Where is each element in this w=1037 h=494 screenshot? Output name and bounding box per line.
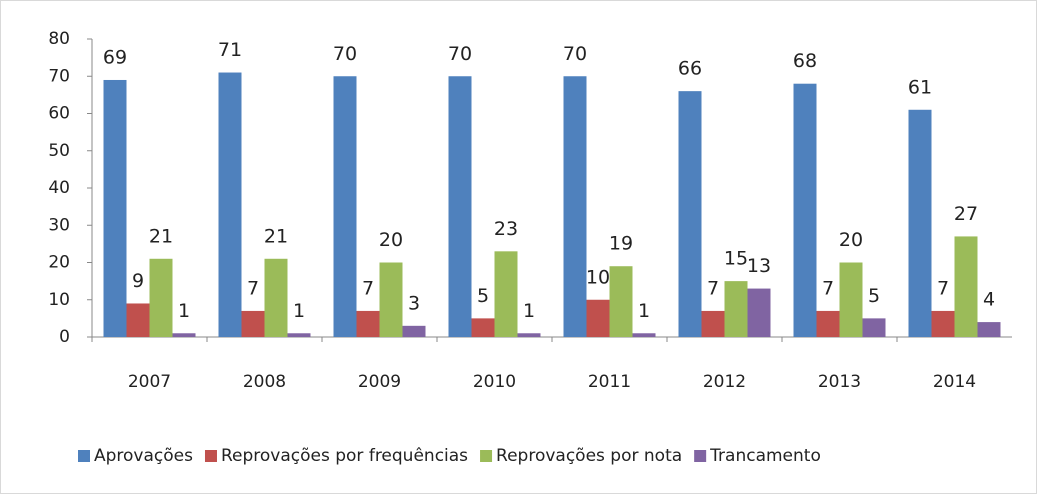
x-tick-label: 2009 [358,372,401,392]
legend-label: Reprovações por nota [496,446,682,466]
legend-swatch [78,450,90,462]
data-label: 7 [822,277,834,299]
data-label: 68 [793,50,817,72]
data-label: 7 [247,277,259,299]
data-label: 61 [908,76,932,98]
data-label: 20 [379,229,403,251]
bar [609,266,633,337]
data-label: 7 [937,277,949,299]
data-label: 1 [638,300,650,322]
bar [563,76,587,337]
bar [494,251,518,337]
data-label: 20 [839,229,863,251]
data-label: 5 [868,285,880,307]
bar [586,299,610,337]
data-label: 23 [494,218,518,240]
bar [287,333,311,337]
bar [126,303,150,337]
data-label: 1 [178,300,190,322]
bar [632,333,656,337]
data-label: 69 [103,46,127,68]
data-label: 1 [523,300,535,322]
bar [356,310,380,337]
y-tick-label: 60 [48,104,70,124]
data-label: 19 [609,233,633,255]
bar [149,258,173,337]
data-label: 70 [448,43,472,65]
y-tick-label: 30 [48,215,70,235]
y-tick-label: 40 [48,178,70,198]
data-label: 5 [477,285,489,307]
data-label: 70 [333,43,357,65]
data-label: 13 [747,255,771,277]
x-tick-label: 2013 [818,372,861,392]
bar [218,72,242,338]
data-label: 1 [293,300,305,322]
data-label: 70 [563,43,587,65]
bar [172,333,196,337]
bar [954,236,978,337]
legend-label: Trancamento [709,446,821,466]
legend-swatch [694,450,707,462]
bar [908,109,932,338]
x-tick-label: 2008 [243,372,286,392]
y-tick-label: 0 [59,327,70,347]
data-label: 21 [264,225,288,247]
x-tick-label: 2012 [703,372,746,392]
data-label: 15 [724,248,748,270]
y-tick-label: 10 [48,290,70,310]
bar [701,310,725,337]
data-label: 66 [678,58,702,80]
data-label: 4 [983,289,995,311]
bar [402,325,426,337]
bar [678,91,702,338]
x-tick-label: 2007 [128,372,171,392]
data-label: 27 [954,203,978,225]
legend-swatch [480,450,493,462]
y-tick-label: 50 [48,141,70,161]
bar [333,76,357,337]
bar [471,318,495,337]
data-label: 10 [586,266,610,288]
data-label: 71 [218,39,242,61]
legend-swatch [204,450,217,462]
x-tick-label: 2014 [933,372,976,392]
bar [517,333,541,337]
y-tick-label: 70 [48,66,70,86]
x-tick-label: 2011 [588,372,631,392]
data-label: 21 [149,225,173,247]
data-label: 9 [132,270,144,292]
bar [816,310,840,337]
bar [862,318,886,337]
bar [379,262,403,337]
bar [241,310,265,337]
bar [103,79,127,337]
data-label: 7 [362,277,374,299]
legend-label: Reprovações por frequências [221,446,468,466]
bar [931,310,955,337]
bar [264,258,288,337]
bar [724,281,748,337]
bar [448,76,472,337]
bar [977,322,1001,337]
bar [839,262,863,337]
bar [747,288,771,337]
x-tick-label: 2010 [473,372,516,392]
bar [793,83,817,337]
legend-label: Aprovações [94,446,193,466]
y-tick-label: 80 [48,29,70,49]
data-label: 3 [408,292,420,314]
y-tick-label: 20 [48,253,70,273]
data-label: 7 [707,277,719,299]
